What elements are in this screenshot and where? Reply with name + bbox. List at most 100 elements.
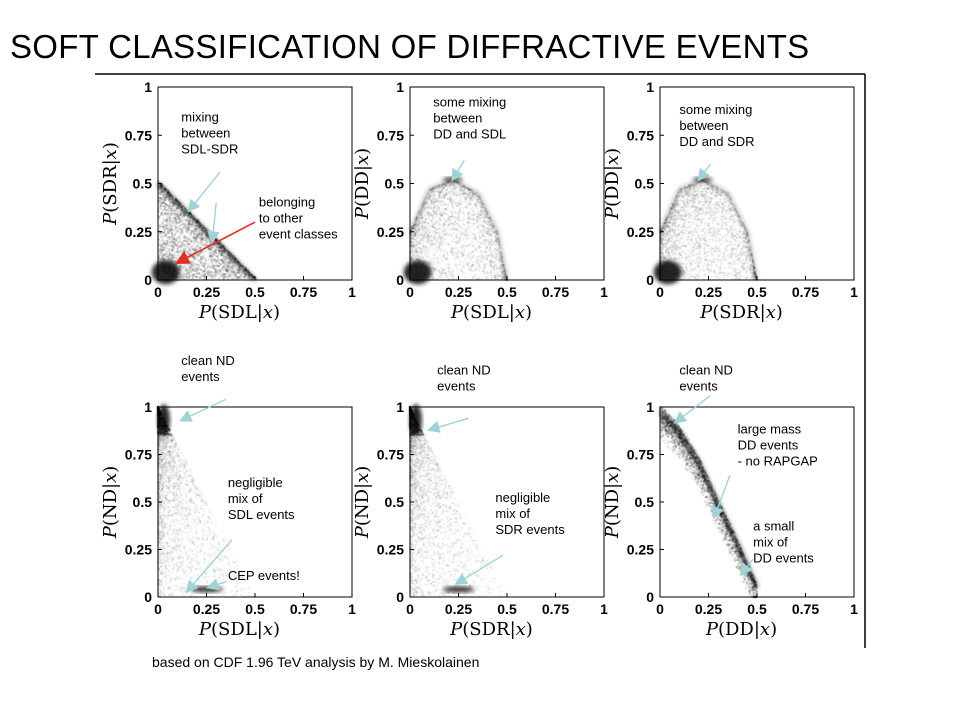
annotation-text: mix of bbox=[228, 491, 263, 506]
annotation-text: mix of bbox=[753, 535, 788, 550]
annotation-text: between bbox=[181, 126, 230, 141]
y-tick-label: 0.5 bbox=[133, 176, 153, 192]
annotation-arrow bbox=[207, 202, 220, 244]
x-tick-label: 0 bbox=[406, 284, 414, 300]
annotation-arrow bbox=[697, 163, 711, 182]
annotation-arrow bbox=[711, 475, 731, 520]
density-core bbox=[403, 260, 432, 285]
y-tick-label: 0.5 bbox=[385, 494, 405, 510]
plot-area bbox=[157, 86, 353, 281]
y-axis-label: P(ND|x) bbox=[602, 466, 623, 540]
x-tick-label: 0 bbox=[656, 284, 664, 300]
x-tick-label: 0.75 bbox=[542, 284, 569, 300]
density-core bbox=[157, 404, 170, 437]
x-tick-label: 0.25 bbox=[193, 601, 220, 617]
annotation-text: negligible bbox=[495, 490, 550, 505]
x-axis-label: P(DD|x) bbox=[705, 619, 777, 640]
annotation-arrow bbox=[206, 578, 227, 591]
y-axis-label: P(DD|x) bbox=[352, 148, 373, 220]
slide-title: SOFT CLASSIFICATION OF DIFFRACTIVE EVENT… bbox=[10, 28, 810, 66]
x-tick-label: 0 bbox=[656, 601, 664, 617]
annotation-text: events bbox=[437, 379, 476, 394]
annotation-text: between bbox=[433, 110, 482, 125]
y-tick-label: 1 bbox=[144, 399, 152, 415]
y-axis-label: P(DD|x) bbox=[602, 148, 623, 220]
y-tick-label: 0.25 bbox=[627, 224, 654, 240]
annotation-text: - no RAPGAP bbox=[738, 454, 818, 469]
x-tick-label: 0.5 bbox=[747, 601, 767, 617]
scatter-panel-1: 0 0.25 0.5 0.75 1 0 0.25 0.5 0.75 1 P(SDL|x) P(SDR|… bbox=[100, 79, 356, 323]
annotation-text: event classes bbox=[259, 227, 338, 242]
density-ridge bbox=[156, 182, 257, 282]
annotation-text: some mixing bbox=[433, 94, 506, 109]
annotation-text: clean ND bbox=[437, 363, 490, 378]
annotation-text: SDL-SDR bbox=[181, 142, 238, 157]
annotation bbox=[207, 202, 220, 244]
y-tick-label: 0.25 bbox=[627, 542, 654, 558]
annotation-arrow bbox=[426, 417, 469, 434]
scatter-panel-2: 0 0.25 0.5 0.75 1 0 0.25 0.5 0.75 1 P(SDL|x) P(DD|x… bbox=[352, 79, 608, 323]
y-tick-label: 0.5 bbox=[635, 494, 655, 510]
annotation-arrow bbox=[739, 558, 754, 577]
annotation-text: events bbox=[181, 369, 220, 384]
annotation-text: DD and SDL bbox=[433, 126, 506, 141]
annotation: CEP events! bbox=[206, 568, 300, 591]
density-ridge bbox=[658, 409, 759, 589]
x-tick-label: 0.5 bbox=[497, 601, 517, 617]
annotation-arrow bbox=[178, 398, 227, 422]
annotation-text: CEP events! bbox=[228, 568, 300, 583]
density-cep-cluster bbox=[442, 586, 475, 593]
annotation-text: events bbox=[679, 379, 718, 394]
x-tick-label: 0.25 bbox=[445, 284, 472, 300]
y-axis-label: P(SDR|x) bbox=[100, 142, 121, 226]
y-tick-label: 0 bbox=[396, 589, 404, 605]
x-tick-label: 1 bbox=[850, 284, 858, 300]
annotation-text: negligible bbox=[228, 475, 283, 490]
y-tick-label: 0.25 bbox=[377, 542, 404, 558]
annotation-text: to other bbox=[259, 211, 304, 226]
plot-area bbox=[659, 406, 855, 598]
annotation-text: clean ND bbox=[181, 353, 234, 368]
density-core bbox=[151, 260, 180, 285]
annotation-text: a small bbox=[753, 519, 794, 534]
x-tick-label: 1 bbox=[348, 284, 356, 300]
y-tick-label: 1 bbox=[396, 399, 404, 415]
y-tick-label: 1 bbox=[144, 79, 152, 95]
density-ridge bbox=[409, 179, 508, 281]
x-tick-label: 1 bbox=[850, 601, 858, 617]
x-tick-label: 0.5 bbox=[245, 601, 265, 617]
y-tick-label: 0.25 bbox=[125, 542, 152, 558]
y-tick-label: 0.75 bbox=[377, 127, 404, 143]
y-tick-label: 0 bbox=[646, 589, 654, 605]
density-core bbox=[409, 404, 422, 437]
scatter-panel-3: 0 0.25 0.5 0.75 1 0 0.25 0.5 0.75 1 P(SDR|x) P(DD|x… bbox=[602, 79, 858, 323]
x-tick-label: 0.25 bbox=[695, 601, 722, 617]
x-tick-label: 0.75 bbox=[290, 601, 317, 617]
annotation-text: between bbox=[679, 118, 728, 133]
annotation-text: belonging bbox=[259, 195, 315, 210]
y-axis-label: P(ND|x) bbox=[352, 466, 373, 540]
density-ridge bbox=[659, 179, 758, 281]
y-tick-label: 0 bbox=[144, 272, 152, 288]
x-tick-label: 0 bbox=[154, 601, 162, 617]
y-axis-label: P(ND|x) bbox=[100, 466, 121, 540]
x-tick-label: 1 bbox=[600, 284, 608, 300]
density-core bbox=[653, 260, 682, 285]
y-tick-label: 0.75 bbox=[627, 127, 654, 143]
y-tick-label: 0 bbox=[144, 589, 152, 605]
annotation-arrow bbox=[454, 554, 504, 586]
y-tick-label: 0.5 bbox=[133, 494, 153, 510]
annotation-text: SDR events bbox=[495, 522, 565, 537]
x-tick-label: 0.75 bbox=[290, 284, 317, 300]
